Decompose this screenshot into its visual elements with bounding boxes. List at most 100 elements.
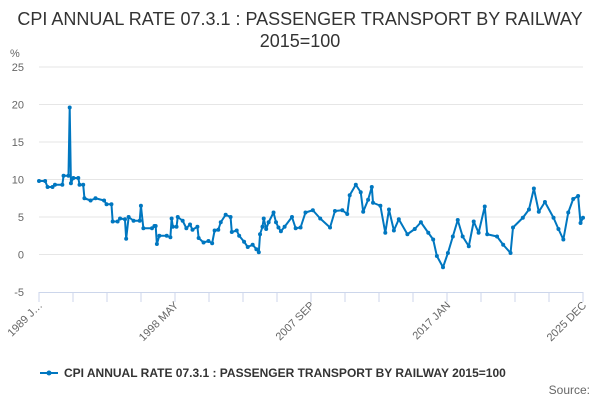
data-point <box>361 209 366 214</box>
data-point <box>60 182 65 187</box>
data-point <box>318 216 323 221</box>
data-point <box>66 173 71 178</box>
data-point <box>71 176 76 180</box>
data-point <box>122 217 127 222</box>
data-point <box>566 210 571 215</box>
data-point <box>434 254 439 258</box>
data-point <box>254 247 259 252</box>
data-point <box>571 197 576 201</box>
data-point <box>229 230 234 234</box>
y-tick-label: 25 <box>12 62 24 74</box>
data-point <box>52 182 57 187</box>
data-point <box>223 212 228 217</box>
y-axis-unit: % <box>10 48 20 60</box>
data-point <box>126 215 131 219</box>
data-point <box>303 210 308 215</box>
data-point <box>154 242 159 246</box>
legend-line-icon <box>40 370 58 376</box>
data-point <box>131 218 136 223</box>
data-point <box>340 208 345 213</box>
data-point <box>531 186 536 191</box>
data-point <box>576 194 581 198</box>
data-point <box>345 212 350 216</box>
x-tick-label: 2025 DEC <box>545 300 589 344</box>
data-point <box>536 209 541 214</box>
data-point <box>61 173 66 178</box>
data-point <box>378 203 383 208</box>
data-point <box>234 228 239 233</box>
data-point <box>441 265 446 270</box>
x-tick-label: 2007 SEP <box>274 300 318 344</box>
data-point <box>201 240 206 245</box>
data-point <box>81 182 86 187</box>
data-point <box>431 237 436 242</box>
data-point <box>366 197 371 202</box>
y-tick-label: 15 <box>12 137 24 149</box>
data-point <box>118 216 123 221</box>
data-point <box>282 224 287 229</box>
data-point <box>184 226 189 231</box>
data-point <box>328 225 333 230</box>
data-point <box>266 220 271 225</box>
data-point <box>264 227 269 231</box>
data-point <box>383 230 388 235</box>
data-point <box>526 207 531 212</box>
data-point <box>68 181 73 186</box>
data-point <box>228 215 233 219</box>
data-point <box>485 232 490 237</box>
data-point <box>405 232 410 237</box>
data-point <box>216 227 221 232</box>
data-point <box>561 237 566 242</box>
data-point <box>298 225 303 230</box>
data-point <box>274 220 279 225</box>
data-point <box>124 236 129 241</box>
data-point <box>45 185 50 189</box>
y-tick-label: 20 <box>12 100 24 112</box>
data-point <box>581 215 585 220</box>
data-point <box>482 204 487 209</box>
data-point <box>426 230 431 235</box>
data-point <box>67 105 72 110</box>
series-line <box>39 106 584 269</box>
data-point <box>110 219 115 224</box>
data-point <box>137 218 142 223</box>
data-point <box>418 220 423 225</box>
x-tick-label: 1998 MAY <box>137 299 182 344</box>
data-point <box>104 202 109 207</box>
data-point <box>76 176 81 180</box>
data-point <box>347 193 352 198</box>
y-tick-label: 0 <box>18 250 24 262</box>
data-point <box>93 196 98 201</box>
data-point <box>412 227 417 231</box>
data-point <box>206 239 211 243</box>
data-point <box>170 224 175 229</box>
y-tick-label: 5 <box>18 212 24 224</box>
data-point <box>250 242 255 247</box>
data-point <box>218 220 223 225</box>
data-point <box>115 219 120 224</box>
source-label: Source: <box>548 383 590 397</box>
data-point <box>396 217 401 222</box>
data-point <box>88 198 93 203</box>
data-point <box>551 215 556 220</box>
data-point <box>175 215 180 219</box>
data-point <box>450 234 455 239</box>
data-point <box>77 182 82 187</box>
x-tick-label: 2017 JAN <box>410 300 453 343</box>
legend-item[interactable]: CPI ANNUAL RATE 07.3.1 : PASSENGER TRANS… <box>40 366 506 380</box>
x-tick-label: 1989 J… <box>6 300 46 340</box>
data-point <box>168 235 173 240</box>
data-point <box>37 179 41 183</box>
data-point <box>256 250 261 255</box>
data-point <box>164 233 169 238</box>
data-point <box>471 219 476 224</box>
data-point <box>109 202 114 207</box>
data-point <box>174 224 179 229</box>
data-point <box>169 216 174 221</box>
data-point <box>196 236 201 240</box>
data-point <box>210 241 215 246</box>
legend-label: CPI ANNUAL RATE 07.3.1 : PASSENGER TRANS… <box>64 366 506 380</box>
data-point <box>271 210 276 215</box>
data-point <box>476 230 481 235</box>
data-point <box>43 179 48 183</box>
